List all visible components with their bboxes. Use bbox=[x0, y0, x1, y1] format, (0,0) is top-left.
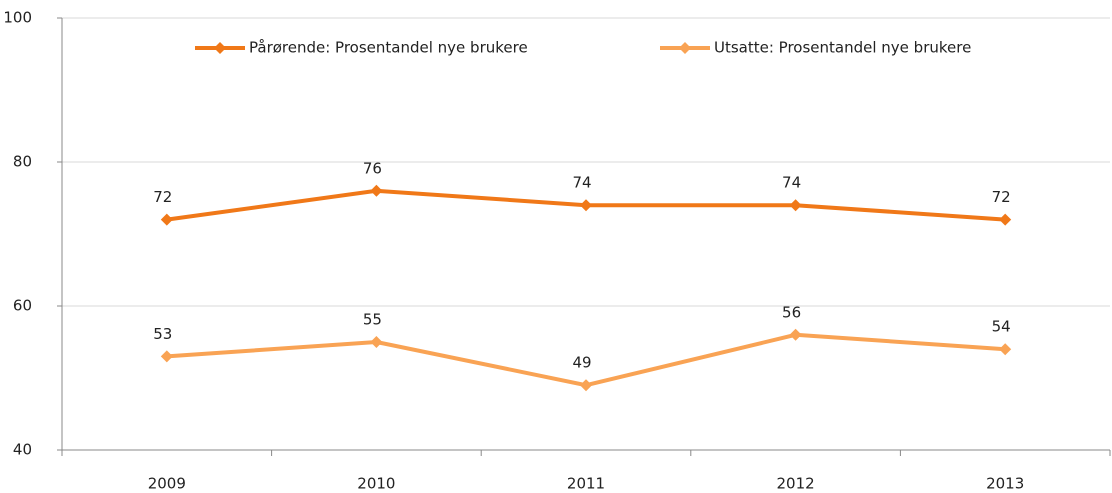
point bbox=[999, 343, 1012, 356]
legend-marker bbox=[679, 42, 691, 54]
data-label: 56 bbox=[782, 303, 801, 321]
legend-label: Pårørende: Prosentandel nye brukere bbox=[249, 39, 528, 57]
point bbox=[789, 199, 802, 212]
point bbox=[580, 379, 592, 392]
legend-label: Utsatte: Prosentandel nye brukere bbox=[714, 39, 971, 57]
y-tick-label: 80 bbox=[13, 153, 32, 171]
data-label: 74 bbox=[572, 174, 591, 192]
point bbox=[999, 213, 1012, 226]
data-label: 72 bbox=[153, 188, 172, 206]
point bbox=[160, 350, 173, 363]
data-label: 76 bbox=[363, 159, 382, 177]
x-tick-label: 2009 bbox=[148, 475, 186, 493]
data-label: 55 bbox=[363, 311, 382, 329]
point bbox=[370, 184, 383, 197]
point bbox=[789, 328, 802, 341]
point bbox=[580, 199, 592, 212]
data-label: 54 bbox=[992, 318, 1011, 336]
data-label: 53 bbox=[153, 325, 172, 343]
x-tick-label: 2010 bbox=[357, 475, 395, 493]
data-label: 72 bbox=[992, 188, 1011, 206]
x-tick-label: 2012 bbox=[777, 475, 815, 493]
point bbox=[160, 213, 173, 226]
y-tick-label: 40 bbox=[13, 441, 32, 459]
y-tick-label: 60 bbox=[13, 297, 32, 315]
legend-marker bbox=[214, 42, 226, 54]
x-tick-label: 2013 bbox=[986, 475, 1024, 493]
data-label: 74 bbox=[782, 174, 801, 192]
x-tick-label: 2011 bbox=[567, 475, 605, 493]
data-label: 49 bbox=[572, 354, 591, 372]
y-tick-label: 100 bbox=[3, 9, 32, 27]
point bbox=[370, 336, 383, 348]
